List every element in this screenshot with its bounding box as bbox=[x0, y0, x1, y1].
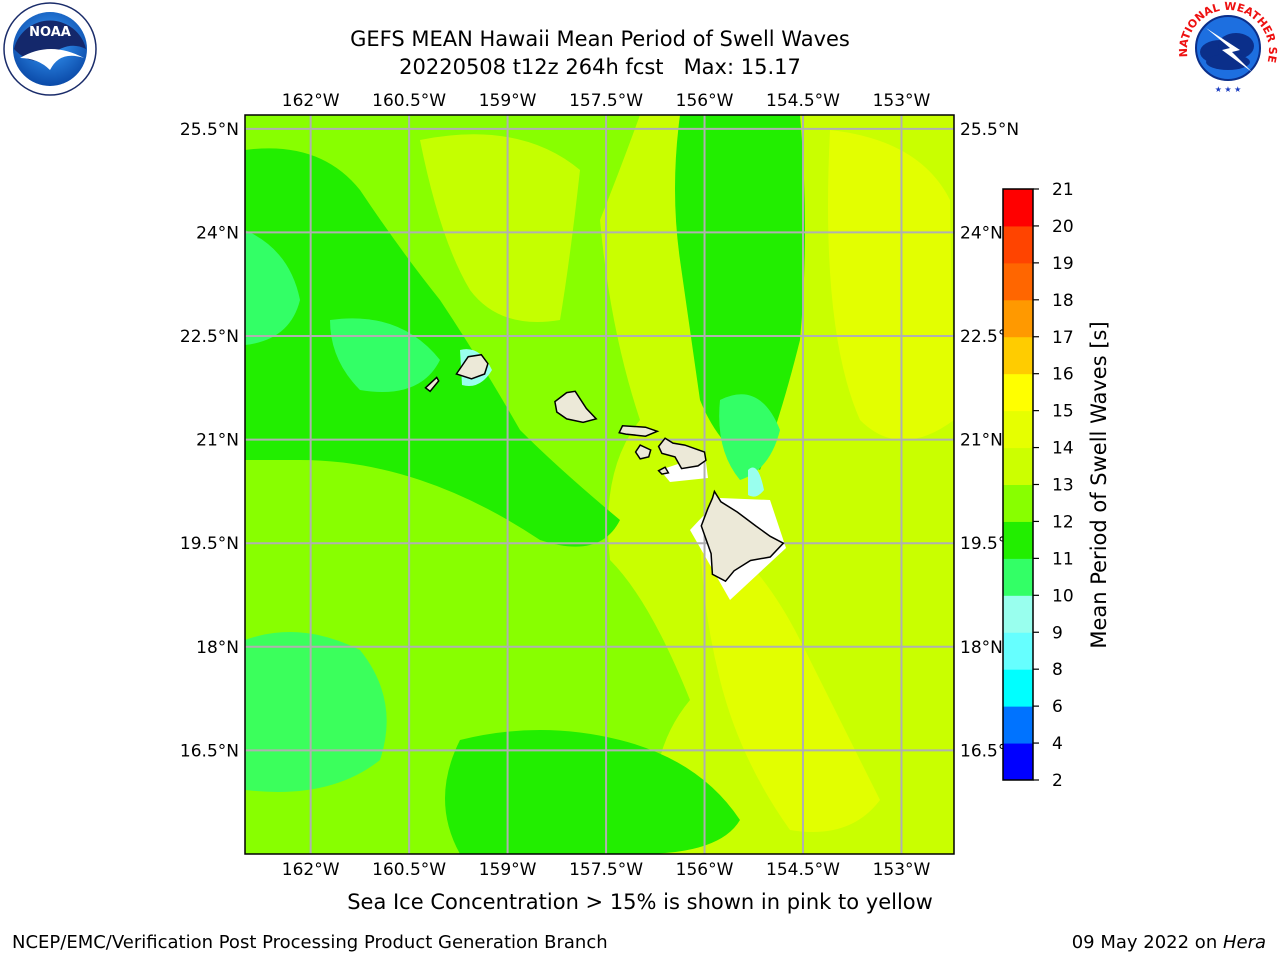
island-oahu bbox=[554, 390, 598, 424]
island-niihau bbox=[424, 376, 440, 393]
lon-label-top: 159°W bbox=[479, 91, 537, 111]
colorbar-segment bbox=[1003, 189, 1033, 227]
colorbar-tick-label: 20 bbox=[1052, 217, 1074, 237]
longitude-labels-bottom: 162°W 160.5°W 159°W 157.5°W 156°W 154.5°W 153°… bbox=[282, 860, 931, 880]
island-maui bbox=[657, 437, 707, 470]
colorbar-segment bbox=[1003, 410, 1033, 449]
lon-label-top: 160.5°W bbox=[372, 91, 446, 111]
lat-label-right: 24°N bbox=[960, 223, 1003, 243]
lat-label-left: 19.5°N bbox=[180, 534, 239, 554]
lon-label-bottom: 156°W bbox=[676, 860, 734, 880]
colorbar-tick-label: 11 bbox=[1052, 549, 1074, 569]
latitude-labels-right: 25.5°N24°N22.5°N21°N19.5°N18°N16.5°N bbox=[960, 120, 1019, 762]
lon-label-top: 154.5°W bbox=[766, 91, 840, 111]
chart-title: GEFS MEAN Hawaii Mean Period of Swell Wa… bbox=[350, 27, 850, 51]
lat-label-left: 16.5°N bbox=[180, 741, 239, 761]
run-date: 09 May 2022 on Hera bbox=[1072, 932, 1266, 953]
colorbar-tick-label: 2 bbox=[1052, 771, 1063, 791]
colorbar-tick-label: 12 bbox=[1052, 512, 1074, 532]
lat-label-left: 25.5°N bbox=[180, 120, 239, 140]
colorbar-tick-label: 13 bbox=[1052, 476, 1074, 496]
colorbar-segment bbox=[1003, 447, 1033, 485]
colorbar-tick-label: 6 bbox=[1052, 697, 1063, 717]
lat-label-right: 18°N bbox=[960, 638, 1003, 658]
colorbar-tick-label: 15 bbox=[1052, 402, 1074, 422]
colorbar-segment bbox=[1003, 262, 1033, 301]
colorbar-tick-label: 17 bbox=[1052, 328, 1074, 348]
lon-label-top: 153°W bbox=[873, 91, 931, 111]
lon-label-bottom: 154.5°W bbox=[766, 860, 840, 880]
island-molokai bbox=[618, 425, 660, 437]
lon-label-bottom: 157.5°W bbox=[569, 860, 643, 880]
colorbar-tick-label: 16 bbox=[1052, 365, 1074, 385]
sea-ice-note: Sea Ice Concentration > 15% is shown in … bbox=[347, 890, 933, 914]
producer-credit: NCEP/EMC/Verification Post Processing Pr… bbox=[12, 932, 608, 953]
island-lanai bbox=[634, 444, 652, 460]
colorbar-segment bbox=[1003, 669, 1033, 707]
noaa-logo: NOAA bbox=[3, 2, 97, 96]
lat-label-left: 24°N bbox=[196, 223, 239, 243]
colorbar-tick-label: 18 bbox=[1052, 291, 1074, 311]
lon-label-bottom: 162°W bbox=[282, 860, 340, 880]
island-kahoolawe bbox=[657, 466, 670, 475]
colorbar-tick-label: 21 bbox=[1052, 180, 1074, 200]
island-kauai bbox=[455, 353, 489, 380]
run-host: Hera bbox=[1222, 932, 1266, 953]
colorbar-tick-label: 9 bbox=[1052, 623, 1063, 643]
lon-label-bottom: 159°W bbox=[479, 860, 537, 880]
colorbar-segment bbox=[1003, 299, 1033, 338]
lat-label-left: 18°N bbox=[196, 638, 239, 658]
lat-label-left: 21°N bbox=[196, 431, 239, 451]
latitude-labels-left: 25.5°N 24°N 22.5°N 21°N 19.5°N 18°N 16.5°N bbox=[180, 120, 239, 762]
colorbar: 2 4 6 8 9 10 11 12 13 14 15 16 17 18 19 20 21 bbox=[1002, 180, 1074, 791]
colorbar-tick-label: 19 bbox=[1052, 254, 1074, 274]
colorbar-segment bbox=[1003, 632, 1033, 670]
colorbar-segment bbox=[1003, 595, 1033, 633]
colorbar-segment bbox=[1003, 706, 1033, 744]
colorbar-segment bbox=[1003, 336, 1033, 375]
colorbar-tick-label: 4 bbox=[1052, 734, 1063, 754]
colorbar-segment bbox=[1003, 521, 1033, 559]
colorbar-segment bbox=[1003, 743, 1033, 781]
noaa-logo-text: NOAA bbox=[29, 25, 71, 40]
islands bbox=[424, 353, 785, 583]
lat-label-left: 22.5°N bbox=[180, 327, 239, 347]
map-frame bbox=[244, 114, 955, 855]
colorbar-segment bbox=[1003, 225, 1033, 264]
colorbar-segment bbox=[1003, 373, 1033, 412]
colorbar-tick-label: 10 bbox=[1052, 586, 1074, 606]
lon-label-bottom: 160.5°W bbox=[372, 860, 446, 880]
lon-label-top: 162°W bbox=[282, 91, 340, 111]
chart-subtitle: 20220508 t12z 264h fcst Max: 15.17 bbox=[399, 55, 801, 79]
lon-label-bottom: 153°W bbox=[873, 860, 931, 880]
lat-label-right: 25.5°N bbox=[960, 120, 1019, 140]
colorbar-segment bbox=[1003, 558, 1033, 596]
lon-label-top: 156°W bbox=[676, 91, 734, 111]
map-gridlines bbox=[245, 115, 954, 854]
island-hawaii bbox=[700, 489, 785, 583]
colorbar-tick-label: 14 bbox=[1052, 439, 1074, 459]
nws-stars: ★ ★ ★ bbox=[1215, 85, 1242, 94]
lon-label-top: 157.5°W bbox=[569, 91, 643, 111]
lat-label-right: 21°N bbox=[960, 431, 1003, 451]
colorbar-segment bbox=[1003, 484, 1033, 522]
run-date-text: 09 May 2022 on bbox=[1071, 932, 1223, 953]
colorbar-label: Mean Period of Swell Waves [s] bbox=[1087, 321, 1111, 648]
swell-period-field bbox=[245, 115, 954, 854]
colorbar-tick-label: 8 bbox=[1052, 660, 1063, 680]
longitude-labels-top: 162°W 160.5°W 159°W 157.5°W 156°W 154.5°W 153°… bbox=[282, 91, 931, 111]
